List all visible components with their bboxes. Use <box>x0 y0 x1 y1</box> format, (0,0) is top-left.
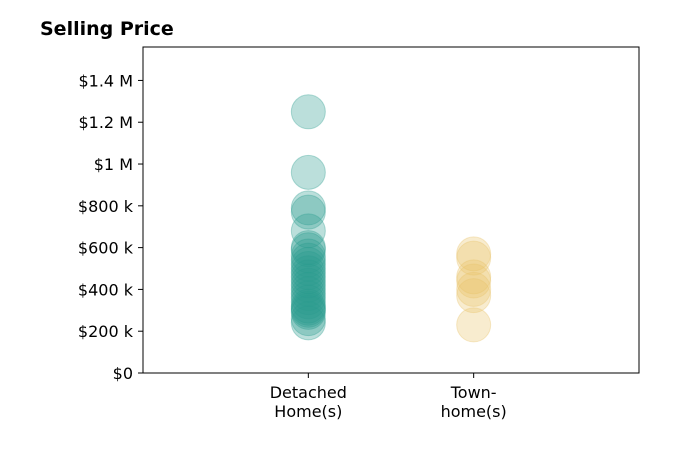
data-point <box>290 271 326 307</box>
data-point <box>290 213 326 249</box>
data-point <box>290 190 326 226</box>
data-point <box>290 276 326 312</box>
data-point <box>290 284 326 320</box>
data-point <box>290 263 326 299</box>
data-point <box>290 301 326 337</box>
data-point <box>290 267 326 303</box>
data-point <box>290 194 326 230</box>
data-point <box>290 305 326 341</box>
data-point <box>290 230 326 266</box>
data-point <box>290 94 326 130</box>
x-tick-label: Home(s) <box>274 402 342 421</box>
y-tick-label: $400 k <box>78 280 134 299</box>
data-point <box>290 288 326 324</box>
y-tick-label: $600 k <box>78 239 134 258</box>
chart-title: Selling Price <box>40 18 174 40</box>
y-axis: $0 $200 k $400 k $600 k $800 k $1 M $1.2 M $1.4… <box>78 71 143 383</box>
y-tick-label: $0 <box>113 364 133 383</box>
data-point <box>456 271 492 307</box>
x-tick-label: Detached <box>270 383 347 402</box>
data-point <box>290 154 326 190</box>
data-point <box>290 294 326 330</box>
x-tick-label: home(s) <box>441 402 507 421</box>
plot-area <box>142 46 640 374</box>
data-point <box>456 307 492 343</box>
data-points <box>290 94 492 343</box>
data-point <box>290 255 326 291</box>
y-tick-label: $1.4 M <box>78 71 133 90</box>
data-point <box>456 240 492 276</box>
data-point <box>290 292 326 328</box>
data-point <box>290 238 326 274</box>
data-point <box>290 280 326 316</box>
data-point <box>290 246 326 282</box>
data-point <box>456 236 492 272</box>
y-tick-label: $1 M <box>94 155 133 174</box>
y-tick-label: $200 k <box>78 322 134 341</box>
y-tick-label: $800 k <box>78 197 134 216</box>
x-tick-label: Town- <box>450 383 497 402</box>
data-point <box>456 263 492 299</box>
data-point <box>290 259 326 295</box>
data-point <box>290 242 326 278</box>
data-point <box>290 232 326 268</box>
y-tick-label: $1.2 M <box>78 113 133 132</box>
data-point <box>456 259 492 295</box>
data-point <box>456 278 492 314</box>
data-point <box>290 251 326 287</box>
data-point <box>290 290 326 326</box>
